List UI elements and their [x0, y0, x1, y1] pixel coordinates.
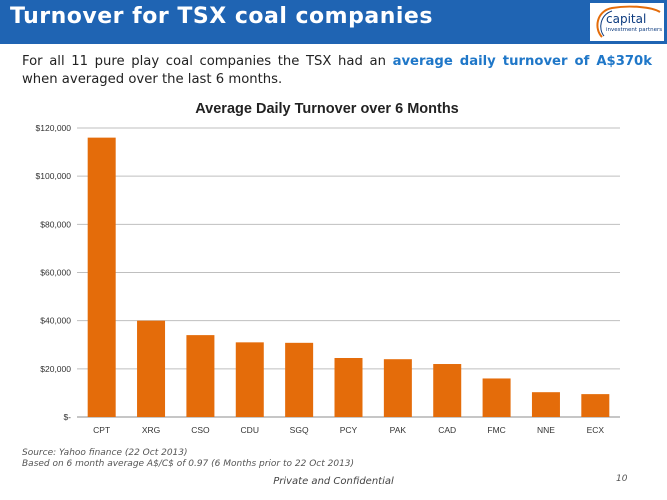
intro-text-start: For all 11 pure play coal companies the …	[22, 54, 393, 69]
source-line-1: Source: Yahoo finance (22 Oct 2013)	[22, 448, 188, 458]
y-tick-label: $40,000	[40, 316, 71, 326]
x-tick-label: CSO	[191, 425, 210, 435]
y-tick-label: $120,000	[36, 123, 72, 133]
x-tick-label: CAD	[438, 425, 456, 435]
x-tick-label: SGQ	[290, 425, 309, 435]
bar-fmc	[482, 378, 511, 417]
y-tick-label: $80,000	[40, 219, 71, 229]
intro-paragraph: For all 11 pure play coal companies the …	[22, 53, 652, 89]
title-bar: Turnover for TSX coal companies capital …	[0, 0, 667, 44]
logo-wordmark: capital	[606, 12, 647, 26]
chart-gridlines	[77, 127, 620, 418]
chart-x-axis: CPT XRG CSO CDU SGQ PCY PAK CAD FMC NNE ECX	[93, 425, 604, 435]
x-tick-label: CPT	[93, 425, 110, 435]
x-tick-label: PCY	[340, 425, 358, 435]
y-tick-label: $20,000	[40, 364, 71, 374]
y-tick-label: $100,000	[36, 171, 72, 181]
source-line-2: Based on 6 month average A$/C$ of 0.97 (…	[22, 459, 355, 469]
footer-confidential: Private and Confidential	[273, 476, 394, 487]
bar-cpt	[87, 137, 116, 417]
source-note: Source: Yahoo finance (22 Oct 2013) Base…	[22, 448, 354, 470]
logo-tagline: investment partners	[606, 27, 663, 33]
bar-pcy	[334, 357, 363, 417]
x-tick-label: PAK	[390, 425, 407, 435]
page-number: 10	[616, 474, 628, 484]
bar-nne	[531, 392, 560, 417]
y-tick-label: $-	[63, 412, 71, 422]
bar-ecx	[581, 394, 610, 417]
x-tick-label: ECX	[587, 425, 605, 435]
x-tick-label: NNE	[537, 425, 555, 435]
bar-cdu	[235, 342, 264, 417]
bar-cad	[433, 364, 462, 417]
x-tick-label: FMC	[487, 425, 505, 435]
company-logo: capital investment partners	[590, 3, 664, 41]
bar-pak	[383, 359, 412, 417]
intro-highlight: average daily turnover of A$370k	[392, 54, 653, 69]
y-tick-label: $60,000	[40, 268, 71, 278]
slide-title: Turnover for TSX coal companies	[10, 4, 433, 29]
bar-xrg	[137, 320, 166, 417]
chart-y-axis: $- $20,000 $40,000 $60,000 $80,000 $100,000 $1…	[36, 123, 72, 422]
bar-sgq	[285, 342, 314, 417]
bar-cso	[186, 335, 215, 417]
x-tick-label: CDU	[241, 425, 259, 435]
x-tick-label: XRG	[142, 425, 160, 435]
turnover-bar-chart: Average Daily Turnover over 6 Months $-$…	[36, 101, 620, 435]
chart-title: Average Daily Turnover over 6 Months	[195, 101, 459, 117]
intro-text-end: when averaged over the last 6 months.	[22, 72, 283, 87]
logo-swoosh-icon	[596, 5, 661, 38]
chart-bars	[87, 137, 610, 417]
